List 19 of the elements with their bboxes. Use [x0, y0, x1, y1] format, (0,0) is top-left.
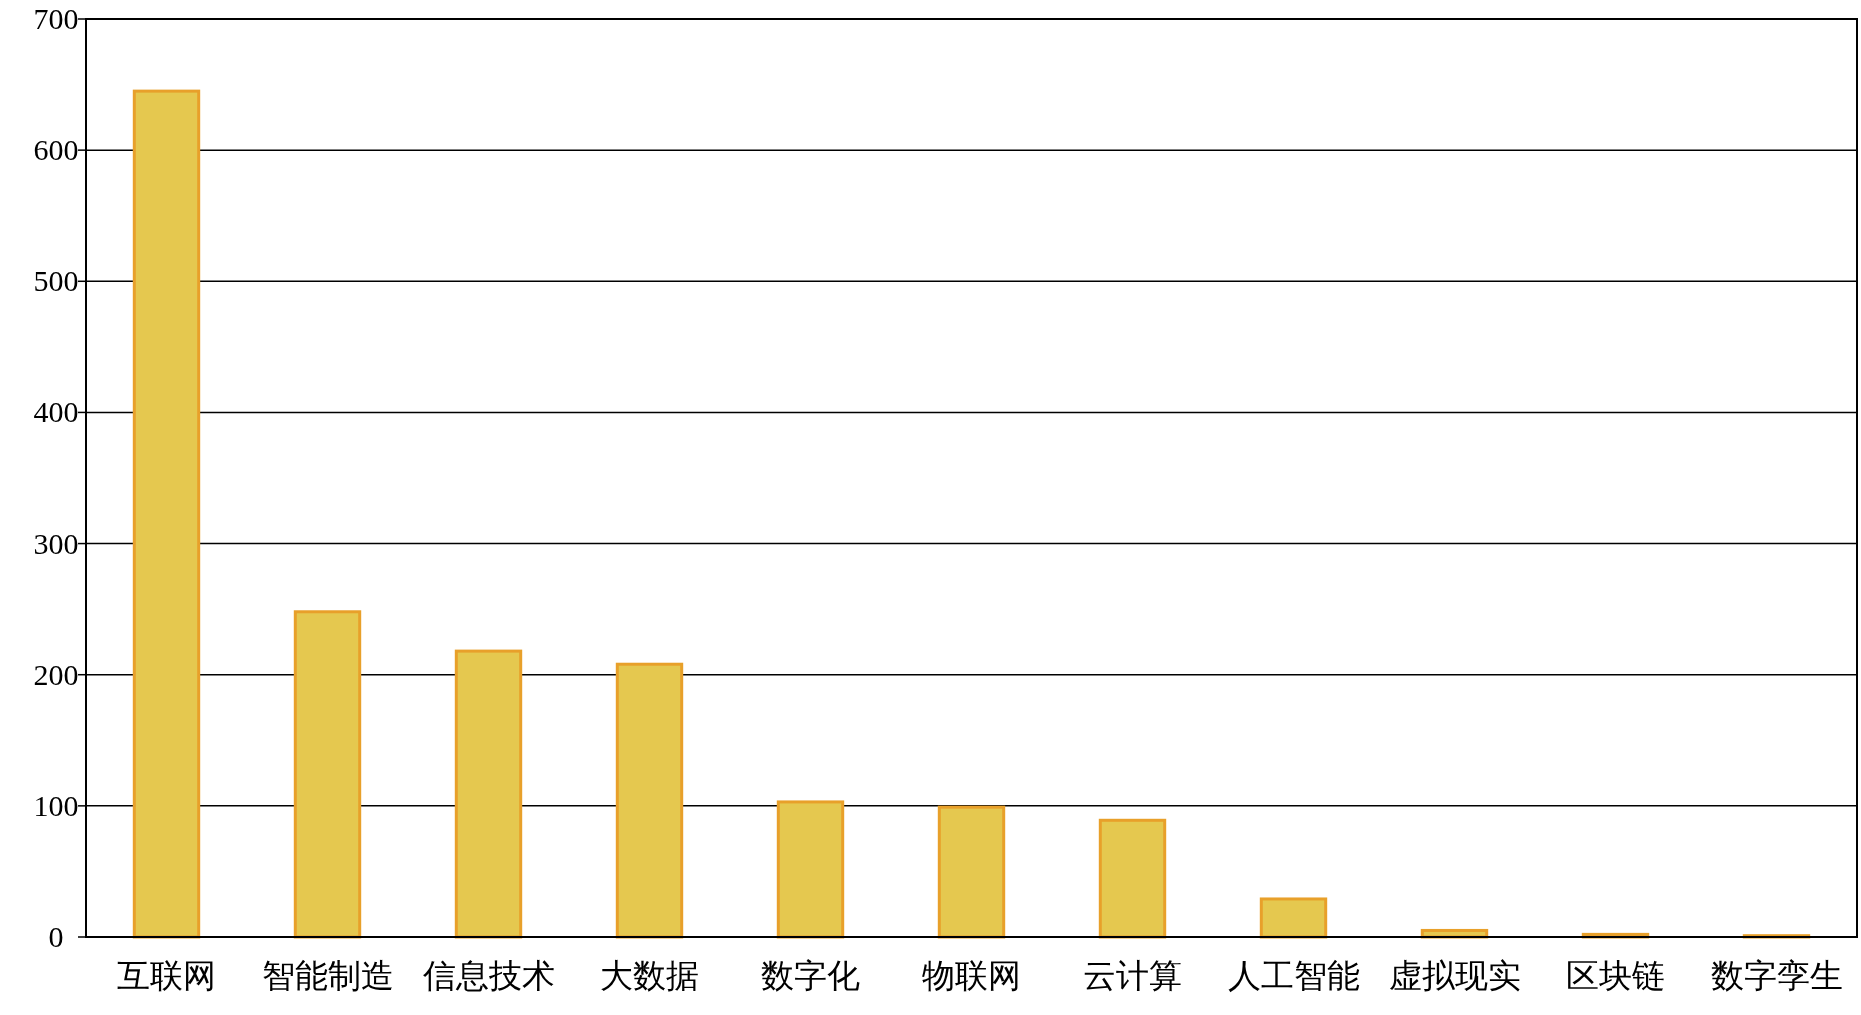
y-tick-label: 300 — [33, 526, 79, 560]
y-tick-label: 700 — [33, 2, 79, 35]
y-tick-label: 400 — [33, 395, 79, 429]
x-tick-label: 互联网 — [117, 958, 216, 994]
x-tick-label: 数字化 — [761, 958, 860, 994]
y-tick-label: 600 — [33, 133, 79, 167]
y-tick-label: 100 — [33, 788, 79, 822]
x-tick-label: 物联网 — [922, 958, 1021, 994]
x-tick-label: 智能制造 — [261, 958, 394, 994]
x-tick-label: 区块链 — [1566, 958, 1665, 994]
x-tick-label: 大数据 — [600, 958, 699, 994]
y-tick-label: 200 — [33, 657, 79, 691]
x-tick-label: 信息技术 — [422, 958, 555, 994]
x-tick-label: 数字孪生 — [1710, 958, 1843, 994]
x-tick-label: 虚拟现实 — [1388, 958, 1521, 994]
x-tick-label: 云计算 — [1083, 958, 1182, 994]
y-tick-label: 500 — [33, 264, 79, 298]
x-tick-label: 人工智能 — [1227, 958, 1360, 994]
y-tick-label: 0 — [48, 920, 64, 953]
